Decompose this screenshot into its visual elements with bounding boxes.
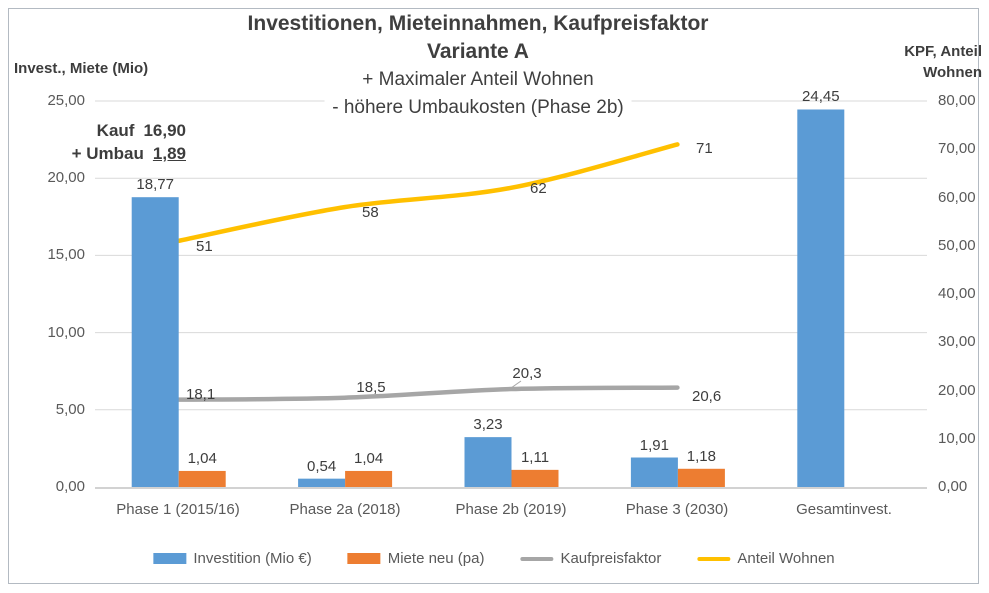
right-axis-title-line-1: KPF, Anteil xyxy=(904,43,982,60)
left-axis-tick: 20,00 xyxy=(47,169,85,186)
right-axis-tick: 20,00 xyxy=(938,382,976,399)
right-axis-title-line-2: Wohnen xyxy=(923,64,982,81)
legend-item-kaufpreisfaktor: Kaufpreisfaktor xyxy=(520,550,661,567)
subtitle-line-2: - höhere Umbaukosten (Phase 2b) xyxy=(240,94,717,122)
legend-label: Investition (Mio €) xyxy=(193,550,312,567)
left-axis-tick: 10,00 xyxy=(47,324,85,341)
legend-label: Kaufpreisfaktor xyxy=(560,550,662,567)
data-label: 18,5 xyxy=(356,379,386,396)
chart-legend: Investition (Mio €) Miete neu (pa) Kaufp… xyxy=(153,550,835,567)
legend-item-investition: Investition (Mio €) xyxy=(153,550,312,567)
subtitle-line-1: + Maximaler Anteil Wohnen xyxy=(240,66,717,94)
legend-swatch-kaufpreisfaktor xyxy=(520,556,554,561)
legend-item-miete-neu: Miete neu (pa) xyxy=(347,550,485,567)
data-label: 1,04 xyxy=(353,449,384,467)
category-label-phase-2a: Phase 2a (2018) xyxy=(289,501,401,518)
chart-outer-border xyxy=(8,8,979,584)
data-label: 18,77 xyxy=(136,176,174,194)
left-axis-tick: 15,00 xyxy=(47,246,85,263)
right-axis-tick: 60,00 xyxy=(938,189,976,206)
right-axis-tick: 30,00 xyxy=(938,333,976,350)
title-line-1: Investitionen, Mieteinnahmen, Kaufpreisf… xyxy=(239,10,717,38)
data-label: 1,18 xyxy=(686,447,716,465)
right-axis-title: KPF, Anteil Wohnen xyxy=(904,41,982,83)
legend-label: Anteil Wohnen xyxy=(737,550,835,567)
left-axis-title: Invest., Miete (Mio) xyxy=(14,60,149,77)
data-label: 20,6 xyxy=(692,388,722,405)
right-axis-tick: 10,00 xyxy=(938,430,976,447)
data-label: 71 xyxy=(696,140,713,157)
annotation-line-2: + Umbau 1,89 xyxy=(71,144,186,163)
left-axis-tick: 5,00 xyxy=(55,401,85,418)
data-label: 58 xyxy=(362,204,379,221)
data-label: 18,1 xyxy=(186,386,216,403)
right-axis-tick: 40,00 xyxy=(938,285,976,302)
category-label-gesamt: Gesamtinvest. xyxy=(796,501,892,518)
category-label-phase-1: Phase 1 (2015/16) xyxy=(116,501,240,518)
legend-swatch-investition xyxy=(153,553,187,564)
left-axis-tick: 0,00 xyxy=(55,478,85,495)
right-axis-tick: 0,00 xyxy=(938,478,968,495)
data-label: 20,3 xyxy=(512,365,542,382)
title-line-2: Variante A xyxy=(240,38,717,66)
data-label: 3,23 xyxy=(473,416,503,434)
right-axis-tick: 70,00 xyxy=(938,140,976,157)
data-label: 1,04 xyxy=(187,449,217,467)
right-axis-tick: 80,00 xyxy=(938,92,976,109)
data-label: 1,91 xyxy=(639,436,669,454)
legend-item-anteil-wohnen: Anteil Wohnen xyxy=(697,550,835,567)
data-label: 0,54 xyxy=(306,457,337,475)
annotation-line-1: Kauf 16,90 xyxy=(96,121,186,140)
data-label: 24,45 xyxy=(802,88,840,106)
left-axis-tick: 25,00 xyxy=(47,92,85,109)
data-label: 51 xyxy=(196,238,213,255)
legend-swatch-miete-neu xyxy=(347,553,381,564)
category-label-phase-3: Phase 3 (2030) xyxy=(625,501,729,518)
data-label: 1,11 xyxy=(520,448,550,466)
right-axis-tick: 50,00 xyxy=(938,237,976,254)
legend-label: Miete neu (pa) xyxy=(387,550,485,567)
chart-title: Investitionen, Mieteinnahmen, Kaufpreisf… xyxy=(239,10,717,122)
legend-swatch-anteil-wohnen xyxy=(697,556,731,561)
annotation-kauf-umbau: Kauf 16,90 + Umbau 1,89 xyxy=(56,119,186,165)
data-label: 62 xyxy=(530,180,547,197)
category-label-phase-2b: Phase 2b (2019) xyxy=(455,501,567,518)
